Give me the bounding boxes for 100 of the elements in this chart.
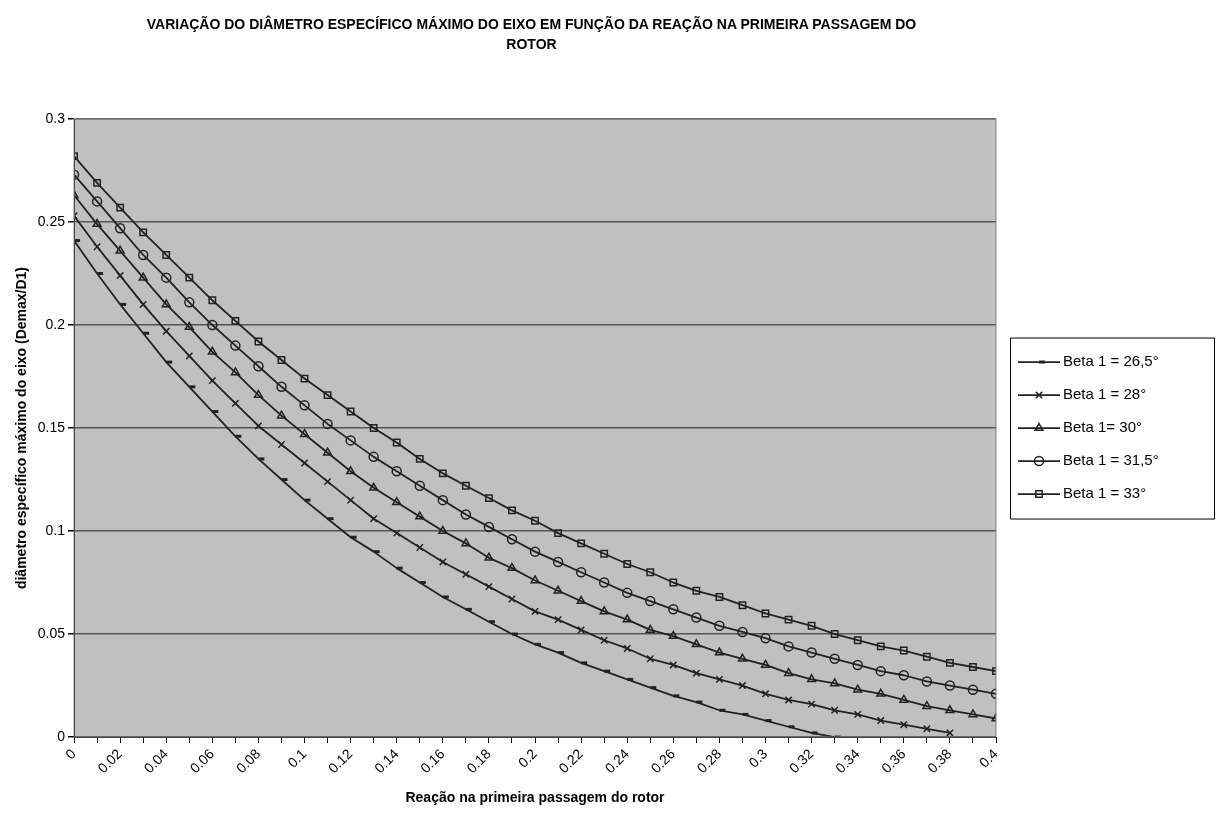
point (945, 705, 955, 714)
point (438, 525, 448, 535)
point (714, 647, 725, 656)
point (461, 481, 470, 490)
point (600, 549, 609, 558)
point (876, 716, 885, 725)
point (669, 661, 678, 669)
point (807, 621, 816, 630)
point (231, 399, 240, 408)
point (185, 273, 194, 282)
point (944, 680, 956, 691)
point (852, 659, 863, 671)
point (553, 585, 563, 594)
point (554, 615, 563, 624)
chart-title: VARIAÇÃO DO DIÂMETRO ESPECÍFICO MÁXIMO DO EIXO EM FUNÇÃO DA REAÇÃO NA PRIMEIRA PASSAGEM DO ROTOR (145, 14, 918, 54)
x-tick-label: 0.1 (284, 745, 310, 771)
point (646, 654, 655, 663)
point (576, 595, 586, 605)
point (899, 720, 908, 729)
point (783, 667, 794, 677)
point (761, 689, 770, 698)
point (253, 360, 264, 372)
point (575, 566, 587, 578)
point (922, 652, 931, 661)
point (737, 653, 748, 662)
point (276, 381, 287, 393)
point (116, 203, 125, 212)
point (114, 222, 126, 234)
point (530, 575, 540, 584)
point (760, 659, 771, 668)
point (645, 624, 655, 633)
x-tick-label: 0.4 (975, 745, 1001, 771)
y-tick-label: 0.15 (37, 418, 66, 435)
point (507, 562, 517, 572)
point (415, 455, 424, 463)
point (185, 351, 194, 360)
point (253, 389, 264, 399)
point (392, 438, 401, 447)
point (93, 178, 102, 187)
point (138, 272, 148, 281)
point (484, 494, 493, 503)
point (276, 410, 287, 419)
x-axis-title: Reação na primeira passagem do rotor (405, 789, 666, 806)
point (784, 615, 793, 624)
y-axis-title: diâmetro específico máximo do eixo (Demax/D1) (13, 266, 30, 590)
y-tick-label: 0.25 (37, 212, 66, 229)
point (529, 546, 541, 557)
point (139, 228, 148, 237)
point (577, 539, 586, 548)
point (621, 587, 633, 599)
point (531, 516, 539, 525)
point (599, 606, 609, 615)
point (231, 316, 240, 325)
point (461, 570, 470, 579)
point (345, 435, 356, 446)
point (945, 729, 954, 737)
point (461, 538, 471, 547)
point (945, 658, 954, 667)
point (898, 670, 910, 681)
point (346, 407, 355, 416)
y-tick-label: 0.1 (45, 521, 66, 538)
point (300, 459, 309, 467)
point (162, 251, 171, 259)
point (875, 665, 887, 677)
point (692, 669, 701, 678)
point (899, 694, 909, 703)
point (254, 337, 263, 346)
point (277, 356, 286, 364)
legend-label: Beta 1 = 33° (1063, 484, 1147, 502)
point (162, 327, 171, 336)
legend-label: Beta 1 = 31,5° (1063, 451, 1159, 469)
point (91, 196, 103, 207)
point (369, 424, 378, 432)
point (783, 641, 794, 652)
point (415, 511, 425, 520)
point (691, 612, 702, 623)
point (483, 521, 495, 533)
point (552, 556, 564, 568)
point (806, 647, 817, 658)
point (345, 466, 356, 475)
point (460, 509, 472, 520)
point (392, 496, 402, 506)
point (437, 494, 449, 506)
point (230, 367, 241, 376)
point (922, 700, 932, 710)
point (438, 469, 447, 478)
point (322, 447, 333, 456)
legend-label: Beta 1 = 28° (1063, 385, 1147, 403)
point (714, 620, 725, 632)
y-tick-label: 0.2 (45, 315, 66, 332)
point (853, 710, 862, 719)
point (139, 300, 148, 309)
point (369, 514, 378, 523)
point (600, 636, 609, 645)
point (669, 578, 678, 587)
point (115, 245, 125, 254)
point (414, 480, 426, 491)
point (668, 604, 679, 615)
point (484, 552, 494, 561)
point (737, 626, 748, 638)
